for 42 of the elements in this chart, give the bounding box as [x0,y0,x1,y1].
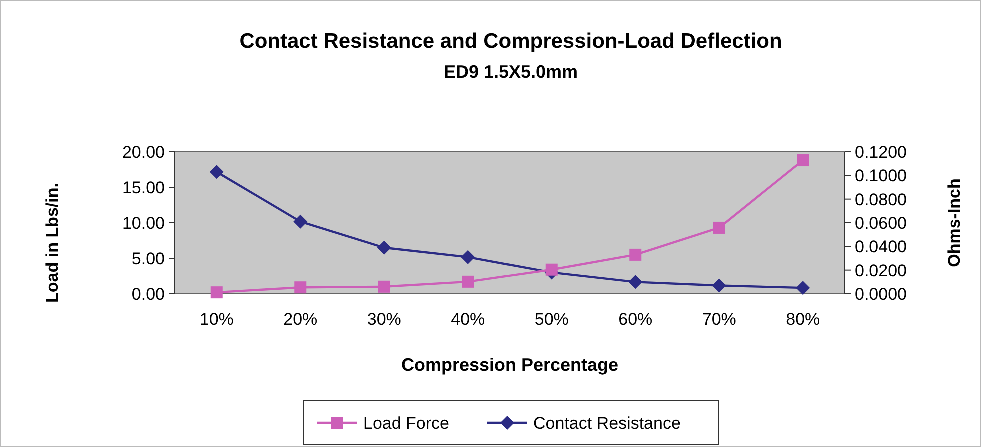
point [294,214,308,229]
chart-subtitle: ED9 1.5X5.0mm [444,62,578,82]
y2-tick-label: 0.1000 [855,166,907,186]
y2-axis-title: Ohms-Inch [945,178,964,268]
point [377,240,392,255]
x-tick-label: 20% [284,310,318,329]
point [378,280,390,293]
point [461,250,476,264]
point [462,276,474,288]
point [294,282,307,294]
x-tick-label: 80% [786,310,820,329]
y-tick-label: 0.00 [132,284,165,304]
point [797,154,810,167]
x-axis-title: Compression Percentage [401,355,619,375]
x-tick-label: 70% [702,310,736,329]
point [210,286,223,299]
x-tick-label: 10% [200,310,234,329]
y-tick-label: 15.00 [122,178,165,198]
point [546,264,558,276]
point [796,281,810,296]
point [713,222,726,234]
y-tick-label: 20.00 [122,142,165,162]
chart-title: Contact Resistance and Compression-Load Deflection [240,30,782,53]
y2-tick-label: 0.0000 [855,284,907,304]
y2-tick-label: 0.0400 [855,238,907,257]
point [712,278,726,293]
y2-tick-label: 0.0800 [855,190,907,210]
point [210,165,224,180]
y2-tick-label: 0.0600 [855,214,907,233]
y2-tick-label: 0.1200 [855,142,907,162]
point [630,248,642,261]
y-axis-title: Load in Lbs/in. [43,183,62,303]
y-tick-label: 10.00 [122,214,165,233]
y-tick-label: 5.00 [132,249,165,268]
x-tick-label: 50% [534,310,569,329]
legend-label: Contact Resistance [534,414,681,433]
point [628,275,643,290]
x-tick-label: 60% [618,310,653,329]
legend-label: Load Force [364,414,450,433]
y2-tick-label: 0.0200 [855,261,907,280]
x-tick-label: 40% [451,310,486,329]
x-tick-label: 30% [367,310,402,329]
